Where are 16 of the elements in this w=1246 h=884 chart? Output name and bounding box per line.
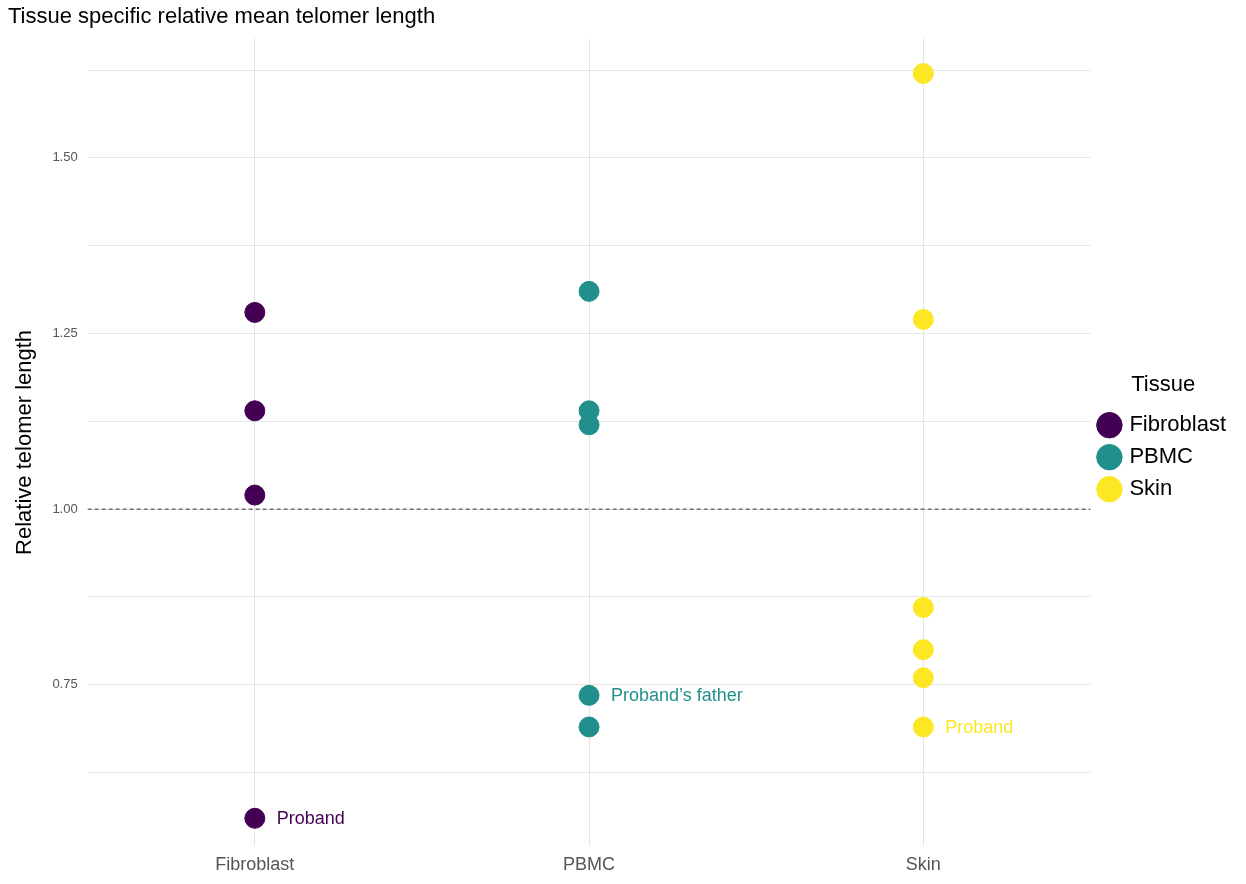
annotation: Proband’s father [611,685,743,706]
y-axis-title: Relative telomer length [11,329,37,555]
legend-label: Fibroblast [1129,411,1226,437]
legend-label: PBMC [1129,443,1194,469]
x-tick-label: Fibroblast [215,854,295,875]
legend-label: Skin [1129,475,1173,501]
x-tick-label: PBMC [563,854,616,875]
y-tick-label: 0.75 [52,676,78,692]
legend-title: Tissue [1131,370,1196,396]
x-tick-label: Skin [905,854,941,875]
y-tick-label: 1.25 [52,325,78,341]
y-tick-label: 1.50 [52,149,78,165]
chart-title: Tissue specific relative mean telomer length [8,3,436,29]
y-tick-label: 1.00 [52,500,78,516]
annotation: Proband [276,808,345,829]
annotation: Proband [945,716,1014,737]
